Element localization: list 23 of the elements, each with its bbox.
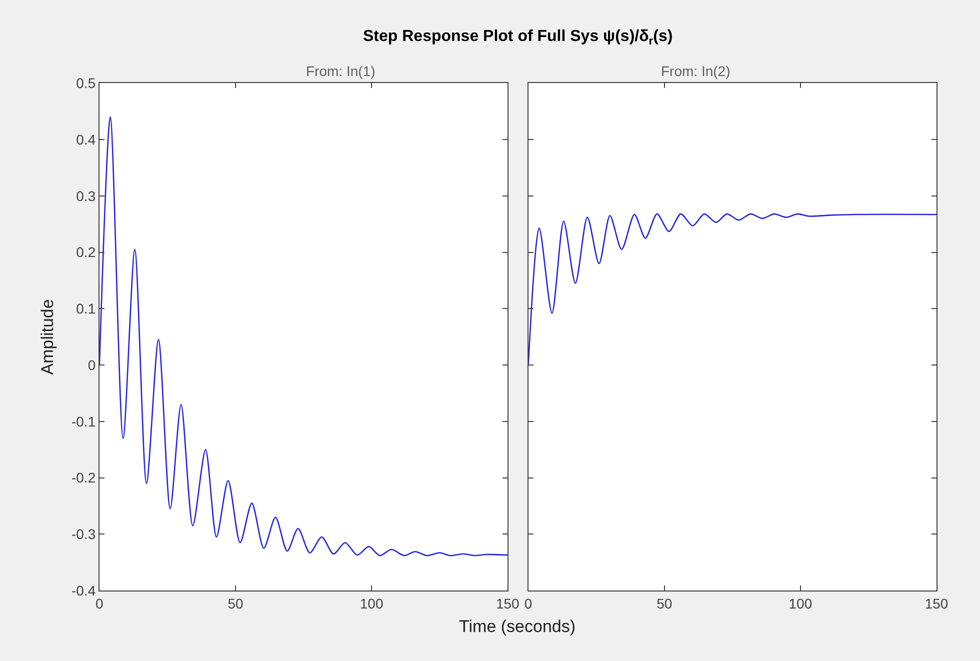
- y-tick-label: 0.2: [76, 244, 96, 260]
- y-tick-label: -0.1: [71, 413, 96, 430]
- x-axis-title: Time (seconds): [459, 617, 576, 636]
- y-tick-label: 0.1: [76, 300, 96, 317]
- y-tick-label: 0: [88, 356, 96, 373]
- y-tick-label: -0.2: [71, 470, 96, 486]
- y-tick-label: 0.3: [76, 188, 96, 204]
- y-axis-title: Amplitude: [38, 299, 58, 375]
- x-tick-label: 150: [924, 595, 948, 612]
- y-tick-label: -0.4: [71, 582, 96, 598]
- x-tick-label: 0: [524, 595, 532, 612]
- chart-subtitle: From: In(1): [306, 63, 376, 79]
- chart-title: Step Response Plot of Full Sys ψ(s)/δ$_{r}$(s): [363, 28, 673, 48]
- x-tick-label: 100: [788, 595, 812, 612]
- chart-subtitle: From: In(2): [661, 63, 730, 79]
- y-tick-label: 0.5: [76, 75, 96, 92]
- x-tick-label: 50: [656, 595, 672, 612]
- x-tick-label: 150: [496, 595, 520, 612]
- line-series: [99, 116, 508, 556]
- x-tick-label: 50: [228, 595, 244, 612]
- y-tick-label: 0.4: [76, 131, 96, 148]
- y-tick-label: -0.3: [71, 526, 96, 542]
- x-tick-label: 100: [360, 595, 384, 612]
